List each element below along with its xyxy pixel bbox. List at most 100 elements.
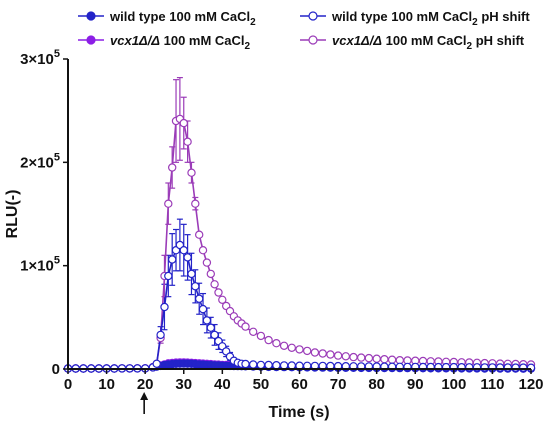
- legend-item: wild type 100 mM CaCl2 pH shift: [300, 9, 530, 28]
- data-point: [194, 230, 204, 239]
- data-point: [248, 360, 258, 369]
- data-point: [179, 118, 188, 128]
- legend: wild type 100 mM CaCl2 wild type 100 mM C…: [78, 9, 530, 52]
- x-tick-label: 0: [64, 376, 72, 393]
- data-point: [272, 339, 281, 348]
- x-tick-label: 70: [330, 376, 347, 393]
- data-point: [248, 327, 258, 336]
- x-tick-label: 30: [175, 376, 192, 393]
- y-tick-exponent: 5: [54, 151, 60, 163]
- data-point: [357, 353, 366, 362]
- y-tick-base: 3×10: [20, 51, 54, 68]
- y-tick-exponent: 5: [54, 48, 60, 60]
- legend-label: wild type 100 mM CaCl2 pH shift: [331, 9, 530, 28]
- data-point: [364, 353, 374, 363]
- data-point: [511, 363, 520, 372]
- x-tick-label: 100: [441, 376, 466, 393]
- legend-item: vcx1Δ/Δ 100 mM CaCl2: [78, 33, 251, 52]
- data-point: [303, 346, 312, 356]
- legend-label-suffix: pH shift: [472, 33, 525, 48]
- x-tick-label: 60: [291, 376, 308, 393]
- data-point: [198, 245, 208, 255]
- data-point: [256, 360, 266, 370]
- data-point: [241, 322, 250, 331]
- data-point: [202, 316, 212, 325]
- data-point: [164, 271, 173, 281]
- legend-label: vcx1Δ/Δ 100 mM CaCl2: [110, 33, 251, 52]
- data-point: [310, 348, 320, 357]
- legend-marker: [86, 11, 96, 21]
- annotations: [140, 392, 149, 414]
- data-point: [318, 349, 327, 358]
- legend-label: vcx1Δ/Δ 100 mM CaCl2 pH shift: [332, 33, 525, 52]
- data-point: [333, 351, 343, 360]
- data-point: [183, 137, 192, 146]
- legend-marker: [308, 11, 318, 21]
- legend-label-subscript: 2: [250, 17, 256, 28]
- data-point: [341, 352, 350, 361]
- data-point: [156, 330, 165, 340]
- data-point: [349, 352, 358, 362]
- data-point: [210, 330, 219, 340]
- legend-label-subscript: 2: [472, 17, 478, 28]
- x-tick-label: 80: [368, 376, 385, 393]
- data-point: [167, 163, 177, 172]
- data-point: [206, 323, 215, 332]
- data-point: [372, 354, 381, 363]
- plot-area: [63, 76, 536, 373]
- data-point: [206, 269, 215, 279]
- data-point: [495, 363, 505, 372]
- data-point: [191, 199, 200, 208]
- legend-marker: [308, 35, 318, 45]
- data-point: [295, 345, 304, 354]
- x-tick-label: 10: [98, 376, 115, 393]
- y-tick-exponent: 5: [54, 255, 60, 267]
- x-tick-label: 120: [518, 376, 543, 393]
- x-tick-label: 110: [480, 376, 504, 393]
- legend-label-subscript: 2: [245, 41, 251, 52]
- data-point: [214, 288, 223, 297]
- stimulus-arrow: [140, 392, 149, 414]
- legend-label-text: 100 mM CaCl: [160, 33, 245, 48]
- y-tick-label: 3×105: [20, 48, 60, 68]
- legend-label: wild type 100 mM CaCl2: [109, 9, 256, 28]
- legend-label-text: wild type 100 mM CaCl: [331, 9, 472, 24]
- legend-label-text: 100 mM CaCl: [382, 33, 467, 48]
- data-point: [264, 335, 273, 345]
- y-axis-title: RLU(-): [4, 190, 21, 239]
- data-point: [210, 280, 219, 289]
- data-point: [287, 343, 296, 352]
- data-point: [256, 331, 266, 341]
- data-point: [167, 255, 177, 264]
- x-tick-label: 50: [253, 376, 270, 393]
- y-tick-base: 1×10: [20, 258, 54, 275]
- data-point: [380, 355, 389, 364]
- legend-label-subscript: 2: [467, 41, 473, 52]
- data-point: [194, 294, 204, 303]
- series-line: [68, 117, 532, 370]
- y-tick-label: 0: [52, 361, 60, 378]
- data-point: [326, 350, 335, 359]
- legend-item: wild type 100 mM CaCl2: [78, 9, 256, 28]
- x-tick-label: 40: [214, 376, 231, 393]
- y-tick-label: 2×105: [20, 151, 60, 171]
- data-point: [179, 245, 188, 255]
- legend-label-italic: vcx1Δ/Δ: [110, 33, 160, 48]
- data-point: [152, 359, 161, 368]
- legend-marker: [86, 35, 96, 45]
- data-point: [198, 304, 208, 314]
- data-point: [272, 361, 281, 370]
- data-point: [519, 363, 528, 372]
- legend-label-italic: vcx1Δ/Δ: [332, 33, 382, 48]
- x-tick-label: 20: [137, 376, 154, 393]
- data-point: [187, 269, 196, 279]
- ticks: 0 10 20 30 40 50 60 70 80 90 100 110 12001×1052×1053…: [20, 48, 543, 393]
- y-tick-base: 2×10: [20, 154, 54, 171]
- data-point: [279, 361, 289, 370]
- data-point: [264, 360, 273, 370]
- data-point: [191, 282, 200, 291]
- data-point: [164, 199, 173, 208]
- data-point: [387, 355, 397, 364]
- data-point: [202, 258, 212, 267]
